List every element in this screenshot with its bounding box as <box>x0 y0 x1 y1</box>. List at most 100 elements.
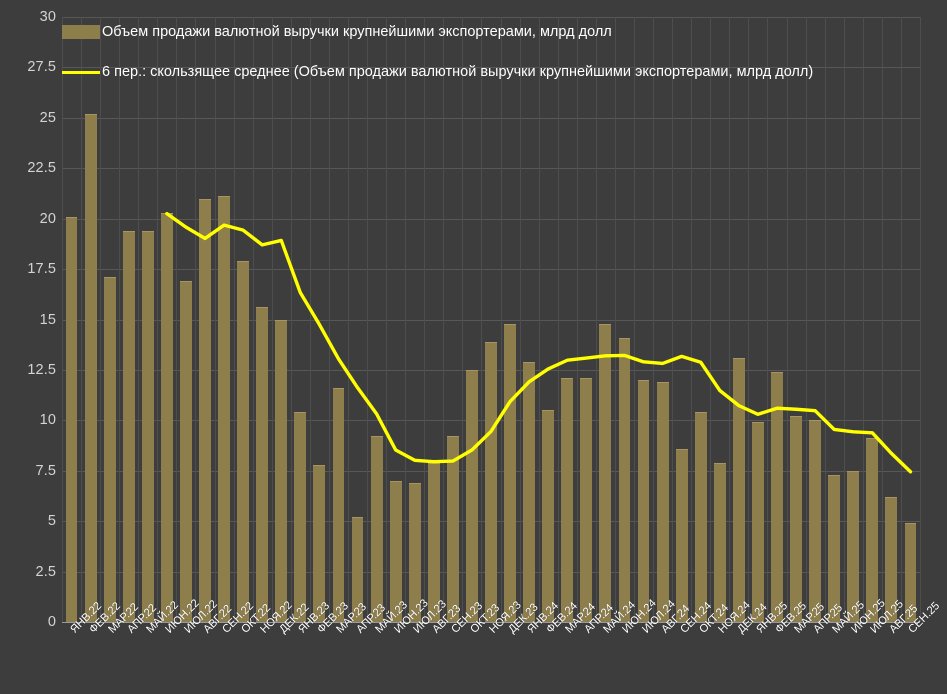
gridline-vertical <box>577 17 578 622</box>
y-axis-tick-label: 30 <box>39 8 56 25</box>
y-axis-tick-label: 2.5 <box>35 563 56 580</box>
gridline-vertical <box>920 17 921 622</box>
bar <box>561 377 574 622</box>
y-axis-tick-label: 0 <box>47 613 56 630</box>
y-axis: 0 2.5 5 7.5 10 12.5 15 17.5 20 22.5 25 27.5 30 <box>0 0 56 694</box>
gridline-vertical <box>596 17 597 622</box>
gridline-vertical <box>253 17 254 622</box>
gridline-vertical <box>234 17 235 622</box>
bar <box>65 216 78 622</box>
bar <box>656 382 669 622</box>
bar <box>122 230 135 622</box>
gridline-vertical <box>806 17 807 622</box>
gridline-vertical <box>501 17 502 622</box>
gridline-vertical <box>729 17 730 622</box>
bar <box>732 357 745 622</box>
y-axis-tick-label: 17.5 <box>27 260 56 277</box>
bar <box>713 462 726 622</box>
gridline-vertical <box>653 17 654 622</box>
bar-swatch-icon <box>62 25 100 39</box>
bar <box>256 307 269 622</box>
bar <box>809 420 822 622</box>
gridline-vertical <box>710 17 711 622</box>
bar <box>771 371 783 622</box>
gridline-vertical <box>405 17 406 622</box>
gridline-vertical <box>558 17 559 622</box>
gridline <box>62 168 920 170</box>
gridline-vertical <box>157 17 158 622</box>
y-axis-tick-label: 25 <box>39 109 56 126</box>
gridline-vertical <box>272 17 273 622</box>
y-axis-tick-label: 22.5 <box>27 160 56 176</box>
gridline-vertical <box>462 17 463 622</box>
bar <box>160 212 173 622</box>
gridline-vertical <box>329 17 330 622</box>
bar <box>504 323 516 622</box>
gridline-vertical <box>844 17 845 622</box>
gridline-vertical <box>615 17 616 622</box>
gridline-vertical <box>481 17 482 622</box>
gridline-vertical <box>386 17 387 622</box>
gridline-vertical <box>176 17 177 622</box>
y-axis-tick-label: 27.5 <box>27 59 56 76</box>
bar <box>466 369 478 622</box>
line-swatch-icon <box>62 65 100 79</box>
gridline-vertical <box>215 17 216 622</box>
gridline-vertical <box>367 17 368 622</box>
gridline <box>62 67 920 69</box>
gridline-vertical <box>100 17 101 622</box>
gridline-vertical <box>691 17 692 622</box>
x-axis-line <box>62 622 920 623</box>
bar <box>618 337 631 622</box>
bar <box>84 113 97 622</box>
bar <box>370 436 383 622</box>
bar <box>103 277 116 622</box>
chart-legend: Объем продажи валютной выручки крупнейши… <box>62 22 922 83</box>
gridline-vertical <box>119 17 120 622</box>
gridline-vertical <box>634 17 635 622</box>
gridline <box>62 17 920 18</box>
gridline-vertical <box>787 17 788 622</box>
bar <box>542 410 555 622</box>
gridline-vertical <box>901 17 902 622</box>
plot-area <box>62 17 921 622</box>
gridline-vertical <box>424 17 425 622</box>
gridline-vertical <box>310 17 311 622</box>
legend-item-moving-average: 6 пер.: скользящее среднее (Объем продаж… <box>62 62 922 83</box>
bar <box>141 230 154 622</box>
legend-label-bar-series: Объем продажи валютной выручки крупнейши… <box>102 24 612 40</box>
y-axis-tick-label: 15 <box>39 311 56 328</box>
gridline-vertical <box>672 17 673 622</box>
bar <box>485 341 497 622</box>
bar <box>199 198 211 622</box>
x-axis-labels: ЯНВ.22 ФЕВ.22 МАР.22 АПР.22 МАЙ.22 ИЮН.22 ИЮЛ.… <box>62 597 943 694</box>
bar <box>275 319 288 622</box>
gridline-vertical <box>291 17 292 622</box>
bar <box>389 480 402 622</box>
bar <box>885 496 898 622</box>
bar <box>523 361 536 622</box>
bar <box>332 388 345 622</box>
bar <box>828 474 841 622</box>
y-axis-tick-label: 10 <box>39 412 56 429</box>
legend-item-bar-series: Объем продажи валютной выручки крупнейши… <box>62 22 922 43</box>
gridline-vertical <box>748 17 749 622</box>
bar <box>427 462 440 622</box>
gridline-vertical <box>825 17 826 622</box>
gridline-vertical <box>195 17 196 622</box>
gridline-vertical <box>520 17 521 622</box>
legend-label-moving-average: 6 пер.: скользящее среднее (Объем продаж… <box>102 64 814 81</box>
bar <box>408 482 421 622</box>
bar <box>351 517 364 622</box>
bar <box>694 412 707 622</box>
gridline-vertical <box>81 17 82 622</box>
bar <box>599 323 612 622</box>
bar <box>218 196 230 622</box>
y-axis-tick-label: 12.5 <box>27 361 56 378</box>
gridline <box>62 218 920 220</box>
bar <box>904 523 917 622</box>
bar <box>675 448 688 622</box>
bar <box>237 261 250 622</box>
gridline-vertical <box>882 17 883 622</box>
